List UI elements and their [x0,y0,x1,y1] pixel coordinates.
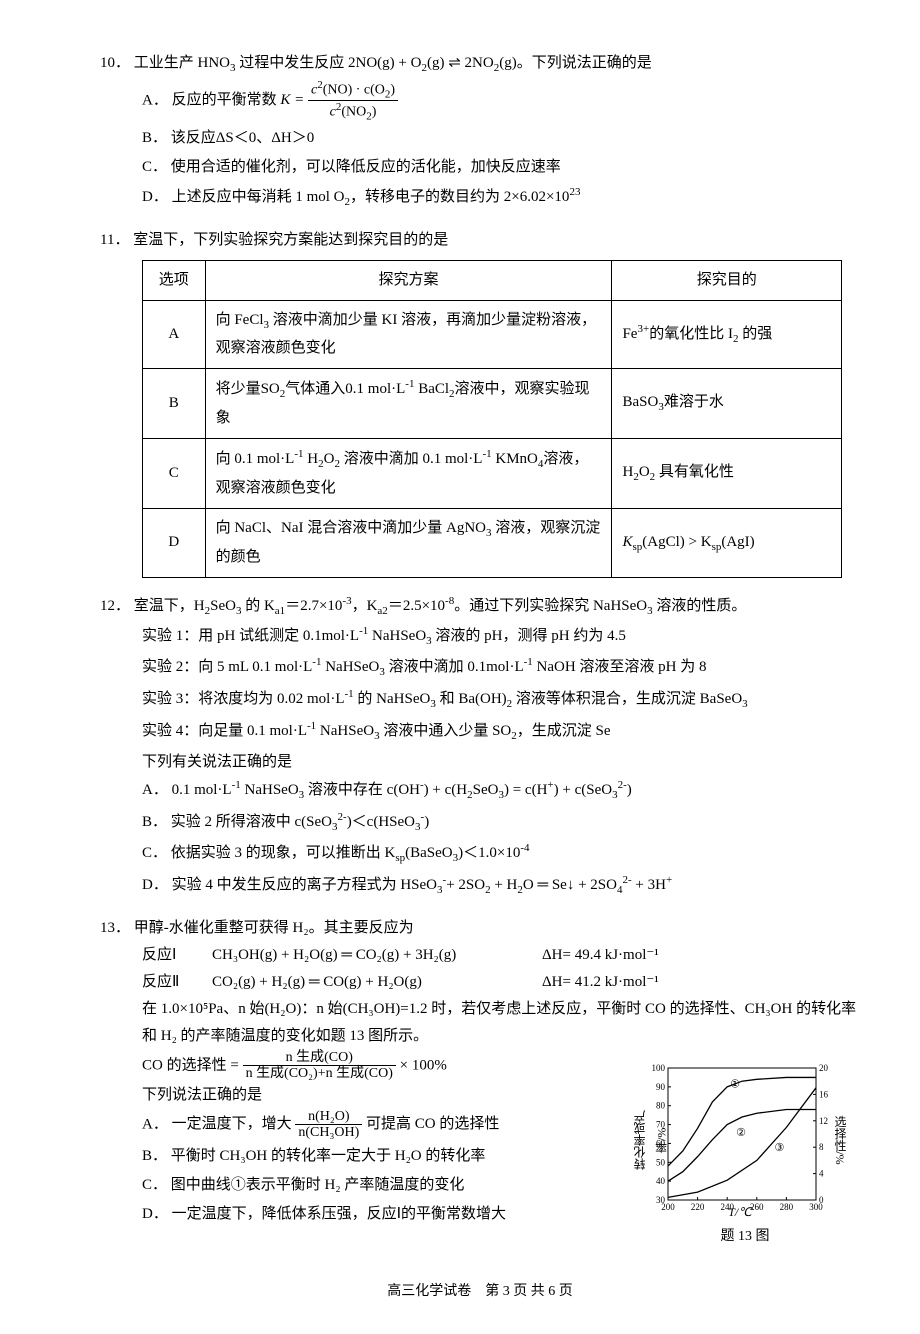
q13-option-d: D． 一定温度下，降低体系压强，反应Ⅰ的平衡常数增大 [142,1201,630,1228]
th-plan: 探究方案 [205,260,612,300]
q12-option-d: D． 实验 4 中发生反应的离子方程式为 HSeO3-+ 2SO2 + H2O … [142,871,860,901]
table-row: C 向 0.1 mol·L-1 H2O2 溶液中滴加 0.1 mol·L-1 K… [143,439,842,509]
q12-number: 12． [100,598,130,614]
q10-stem: 工业生产 HNO3 过程中发生反应 2NO(g) + O2(g) ⇌ 2NO2(… [134,55,652,71]
q12-tail: 下列有关说法正确的是 [142,749,860,776]
q10-option-a: A． 反应的平衡常数 K = c2(NO) · c(O2) c2(NO2) [142,79,860,123]
y-axis-left-label: 转化率或产率/% [630,1100,673,1180]
selectivity-fraction: n 生成(CO) n 生成(CO₂)+n 生成(CO) [243,1050,396,1082]
q13-option-a: A． 一定温度下，增大 n(H₂O) n(CH₃OH) 可提高 CO 的选择性 [142,1109,630,1141]
q12-options: A． 0.1 mol·L-1 NaHSeO3 溶液中存在 c(OH-) + c(… [142,776,860,901]
q11-number: 11． [100,232,129,248]
table-row: A 向 FeCl3 溶液中滴加少量 KI 溶液，再滴加少量淀粉溶液，观察溶液颜色… [143,300,842,369]
q12-exp1: 实验 1：用 pH 试纸测定 0.1mol·L-1 NaHSeO3 溶液的 pH… [142,622,860,652]
th-option: 选项 [143,260,206,300]
q12-exp4: 实验 4：向足量 0.1 mol·L-1 NaHSeO3 溶液中通入少量 SO2… [142,717,860,747]
svg-text:220: 220 [691,1202,705,1212]
y-axis-right-label: 选择性/% [828,1115,850,1164]
svg-text:100: 100 [652,1063,666,1073]
svg-text:4: 4 [819,1169,824,1179]
q13-number: 13． [100,920,130,936]
svg-text:280: 280 [780,1202,794,1212]
reaction-2: 反应Ⅱ CO₂(g) + H₂(g) ═ CO(g) + H₂O(g) ΔH= … [142,969,860,996]
chart-caption: 题 13 图 [630,1224,860,1249]
q13-option-c: C． 图中曲线①表示平衡时 H₂ 产率随温度的变化 [142,1172,630,1199]
chart: 转化率或产率/% 选择性/% 3040506070809010004812162… [640,1060,840,1220]
table-row: B 将少量SO2气体通入0.1 mol·L-1 BaCl2溶液中，观察实验现象 … [143,369,842,439]
q13-stem: 甲醇-水催化重整可获得 H₂。其主要反应为 [134,920,414,936]
question-10: 10． 工业生产 HNO3 过程中发生反应 2NO(g) + O2(g) ⇌ 2… [100,50,860,213]
q12-option-b: B． 实验 2 所得溶液中 c(SeO32-)＜c(HSeO3-) [142,808,860,838]
q13-selectivity: CO 的选择性 = n 生成(CO) n 生成(CO₂)+n 生成(CO) × … [142,1050,630,1082]
svg-text:③: ③ [775,1142,785,1154]
q13-para: 在 1.0×10⁵Pa、n 始(H₂O)：n 始(CH₃OH)=1.2 时，若仅… [142,996,860,1050]
q13-options: A． 一定温度下，增大 n(H₂O) n(CH₃OH) 可提高 CO 的选择性 … [142,1109,630,1228]
q10-option-b: B． 该反应ΔS＜0、ΔH＞0 [142,125,860,152]
table-header-row: 选项 探究方案 探究目的 [143,260,842,300]
svg-text:20: 20 [819,1063,829,1073]
th-purpose: 探究目的 [612,260,842,300]
reaction-1: 反应Ⅰ CH₃OH(g) + H₂O(g) ═ CO₂(g) + 3H₂(g) … [142,942,860,969]
svg-text:①: ① [730,1079,740,1091]
q12-exp3: 实验 3：将浓度均为 0.02 mol·L-1 的 NaHSeO3 和 Ba(O… [142,685,860,715]
svg-text:90: 90 [656,1082,666,1092]
q13-option-b: B． 平衡时 CH₃OH 的转化率一定大于 H₂O 的转化率 [142,1143,630,1170]
q13-opthead: 下列说法正确的是 [142,1082,630,1109]
table-row: D 向 NaCl、NaI 混合溶液中滴加少量 AgNO3 溶液，观察沉淀的颜色 … [143,509,842,578]
q10-number: 10． [100,55,130,71]
q11-stem: 室温下，下列实验探究方案能达到探究目的的是 [133,232,448,248]
svg-text:8: 8 [819,1142,824,1152]
q12-exp2: 实验 2：向 5 mL 0.1 mol·L-1 NaHSeO3 溶液中滴加 0.… [142,653,860,683]
question-11: 11． 室温下，下列实验探究方案能达到探究目的的是 选项 探究方案 探究目的 A… [100,227,860,578]
question-12: 12． 室温下，H2SeO3 的 Ka1＝2.7×10-3，Ka2＝2.5×10… [100,592,860,901]
svg-text:300: 300 [809,1202,823,1212]
svg-text:260: 260 [750,1202,764,1212]
x-axis-label: T/℃ [728,1202,751,1224]
svg-text:200: 200 [661,1202,675,1212]
svg-text:12: 12 [819,1116,828,1126]
q13-figure: 转化率或产率/% 选择性/% 3040506070809010004812162… [630,1050,860,1249]
q10-option-d: D． 上述反应中每消耗 1 mol O2，转移电子的数目约为 2×6.02×10… [142,183,860,213]
question-13: 13． 甲醇-水催化重整可获得 H₂。其主要反应为 反应Ⅰ CH₃OH(g) +… [100,915,860,1249]
q13-reactions: 反应Ⅰ CH₃OH(g) + H₂O(g) ═ CO₂(g) + 3H₂(g) … [142,942,860,1050]
svg-text:16: 16 [819,1089,829,1099]
q12-stem: 室温下，H2SeO3 的 Ka1＝2.7×10-3，Ka2＝2.5×10-8。通… [134,598,747,614]
q10-fraction: c2(NO) · c(O2) c2(NO2) [308,79,398,123]
q11-table: 选项 探究方案 探究目的 A 向 FeCl3 溶液中滴加少量 KI 溶液，再滴加… [142,260,842,578]
q12-option-a: A． 0.1 mol·L-1 NaHSeO3 溶液中存在 c(OH-) + c(… [142,776,860,806]
page-footer: 高三化学试卷 第 3 页 共 6 页 [100,1279,860,1304]
svg-text:②: ② [736,1127,746,1139]
q10-option-c: C． 使用合适的催化剂，可以降低反应的活化能，加快反应速率 [142,154,860,181]
q12-option-c: C． 依据实验 3 的现象，可以推断出 Ksp(BaSeO3)＜1.0×10-4 [142,839,860,869]
q10-options: A． 反应的平衡常数 K = c2(NO) · c(O2) c2(NO2) B．… [142,79,860,213]
